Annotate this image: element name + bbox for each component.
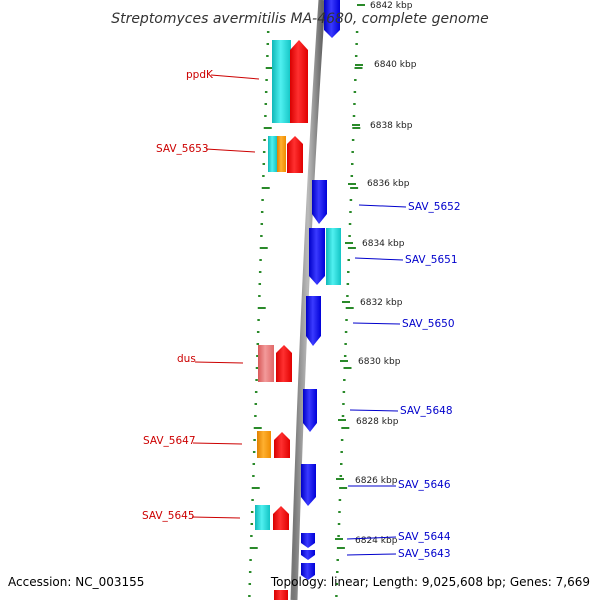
scale-label-6832: 6832 kbp [360, 298, 403, 308]
gene-arrow-ppdk[interactable] [290, 40, 308, 123]
scale-label-6840: 6840 kbp [374, 60, 417, 70]
gene-arrow-sav-5645[interactable] [273, 506, 289, 530]
scale-label-6826: 6826 kbp [355, 476, 398, 486]
feature-block-sav-5647[interactable] [257, 431, 271, 458]
gene-arrow-sav-5644[interactable] [301, 533, 315, 548]
gene-arrow-sav-5652[interactable] [312, 180, 327, 224]
scale-label-6838: 6838 kbp [370, 121, 413, 131]
feature-block-sav-5653-a[interactable] [268, 136, 277, 172]
left-gene-labels: ppdK SAV_5653 dus SAV_5647 SAV_5645 [142, 69, 260, 522]
feature-block-sav-5651[interactable] [326, 228, 341, 285]
gene-label-sav-5646[interactable]: SAV_5646 [398, 479, 451, 491]
scale-label-6834: 6834 kbp [362, 239, 405, 249]
gene-arrow-sav-5646[interactable] [301, 464, 316, 506]
scale-label-6842: 6842 kbp [370, 1, 413, 11]
gene-label-sav-5650[interactable]: SAV_5650 [402, 318, 455, 330]
genome-backbone [290, 0, 326, 600]
leader-line-sav-5648 [349, 409, 399, 412]
scale-label-6836: 6836 kbp [367, 179, 410, 189]
gene-label-sav-5645[interactable]: SAV_5645 [142, 510, 195, 522]
gene-label-sav-5647[interactable]: SAV_5647 [143, 435, 196, 447]
gene-label-sav-5643[interactable]: SAV_5643 [398, 548, 451, 560]
leader-line-sav-5653 [205, 148, 256, 153]
right-tick-track [335, 31, 363, 597]
leader-line-sav-5650 [352, 322, 401, 325]
accession-text: Accession: NC_003155 [8, 575, 144, 589]
scale-label-6828: 6828 kbp [356, 417, 399, 427]
gene-label-sav-5653[interactable]: SAV_5653 [156, 143, 209, 155]
scale-labels: 6842 kbp 6840 kbp 6838 kbp 6836 kbp 6834… [335, 1, 417, 546]
forward-strand-features [301, 0, 341, 580]
gene-arrow-sav-5648[interactable] [303, 389, 317, 432]
gene-arrow-sav-5653[interactable] [287, 136, 303, 173]
reverse-strand-features [255, 40, 308, 600]
left-tick-track [248, 31, 274, 597]
gene-arrow-partial-top[interactable] [324, 0, 340, 38]
right-gene-labels: SAV_5652 SAV_5651 SAV_5650 SAV_5648 SAV_… [346, 201, 461, 560]
gene-label-sav-5652[interactable]: SAV_5652 [408, 201, 461, 213]
genome-summary-text: Topology: linear; Length: 9,025,608 bp; … [270, 575, 590, 589]
feature-block-ppdk[interactable] [272, 40, 291, 123]
leader-line-sav-5651 [354, 257, 404, 261]
leader-line-ppdk [210, 74, 260, 80]
gene-arrow-sav-5643[interactable] [301, 550, 315, 560]
scale-label-6830: 6830 kbp [358, 357, 401, 367]
gene-label-ppdk[interactable]: ppdK [186, 69, 214, 81]
gene-arrow-partial-bottom-right[interactable] [301, 563, 315, 580]
map-title: Streptomyces avermitilis MA-4680, comple… [111, 11, 489, 27]
gene-label-sav-5644[interactable]: SAV_5644 [398, 531, 451, 543]
feature-block-sav-5645[interactable] [255, 505, 270, 530]
gene-arrow-partial-bottom[interactable] [274, 590, 288, 600]
leader-line-sav-5644 [346, 536, 397, 540]
gene-arrow-sav-5650[interactable] [306, 296, 321, 346]
gene-label-dus[interactable]: dus [177, 353, 196, 365]
leader-line-sav-5643 [346, 553, 397, 556]
feature-block-dus[interactable] [258, 345, 274, 382]
leader-line-sav-5652 [358, 204, 407, 208]
scale-label-6824: 6824 kbp [355, 536, 398, 546]
gene-arrow-sav-5647[interactable] [274, 432, 290, 458]
gene-arrow-sav-5651[interactable] [309, 228, 325, 285]
feature-block-sav-5653-b[interactable] [277, 136, 286, 172]
gene-label-sav-5648[interactable]: SAV_5648 [400, 405, 453, 417]
leader-line-sav-5647 [192, 442, 243, 445]
gene-label-sav-5651[interactable]: SAV_5651 [405, 254, 458, 266]
leader-line-dus [194, 361, 244, 364]
gene-arrow-dus[interactable] [276, 345, 292, 382]
leader-line-sav-5645 [191, 516, 241, 519]
